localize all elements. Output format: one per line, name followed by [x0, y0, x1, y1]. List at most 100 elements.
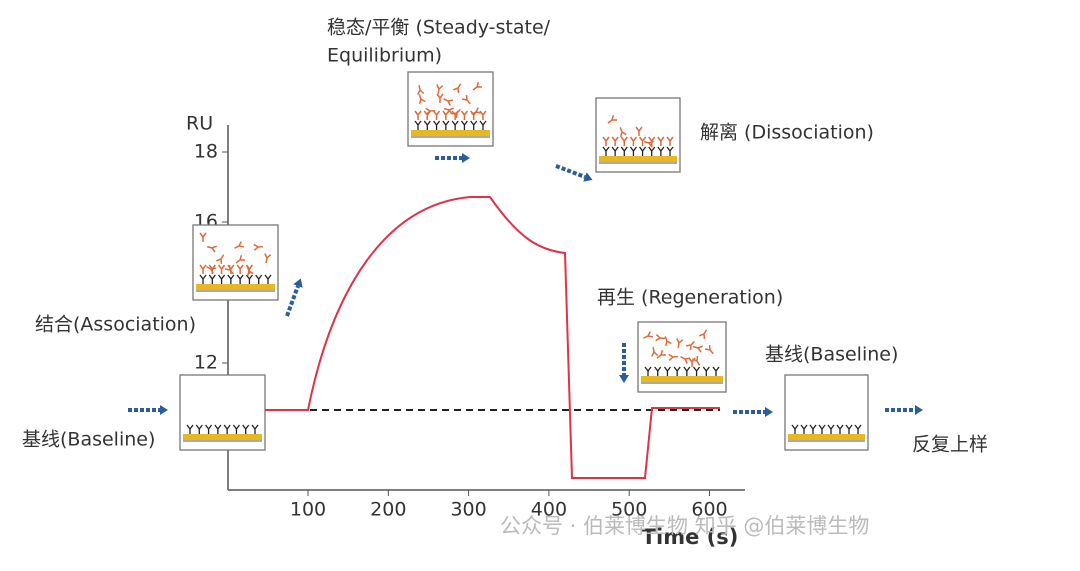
arrow-head [293, 278, 303, 288]
arrow [555, 164, 586, 179]
arrow-head [765, 407, 773, 417]
gold-layer [641, 376, 723, 382]
ligand [809, 424, 817, 434]
bound-analyte [602, 136, 610, 146]
free-analyte [676, 338, 684, 349]
dissociation-label: 解离 (Dissociation) [700, 122, 874, 144]
ligand [611, 146, 619, 156]
ligand [620, 146, 628, 156]
sensor-box [407, 71, 494, 147]
ligand [791, 424, 799, 434]
bound-analyte [629, 136, 638, 146]
gold-layer [411, 130, 490, 136]
x-tick-label: 100 [290, 499, 326, 521]
ligand [654, 366, 662, 376]
arrow-head [915, 405, 923, 415]
sensor-box [637, 321, 727, 393]
y-tick-label: 12 [194, 352, 218, 374]
gold-layer [196, 284, 275, 290]
ligand [186, 424, 194, 434]
ligand [442, 120, 450, 130]
free-analyte [418, 94, 426, 105]
free-analyte [471, 107, 482, 115]
arrow-head [160, 405, 168, 415]
bound-analyte [414, 110, 422, 120]
free-analyte [425, 107, 436, 115]
ligand [648, 146, 656, 156]
ligand [205, 424, 213, 434]
bound-analyte [611, 136, 619, 146]
watermark: 公众号 · 伯莱博生物 知乎 @伯莱博生物 [500, 514, 869, 538]
regeneration-label: 再生 (Regeneration) [597, 287, 783, 309]
free-analyte [643, 331, 654, 339]
x-tick-label: 500 [611, 499, 647, 521]
free-analyte [206, 266, 217, 274]
free-analyte [692, 355, 701, 366]
repeat-label: 反复上样 [912, 434, 988, 456]
free-analyte [668, 353, 679, 361]
steady-state-label: Equilibrium) [327, 45, 442, 67]
ligand [264, 274, 272, 284]
ligand [232, 424, 240, 434]
arrow-head [462, 153, 470, 163]
free-analyte [607, 114, 618, 124]
ligand [255, 274, 263, 284]
free-analyte [253, 243, 264, 251]
sensor-box [784, 374, 869, 451]
ligand [673, 366, 681, 376]
bound-analyte [666, 136, 674, 146]
baseline-label: 基线(Baseline) [22, 429, 155, 451]
ligand [712, 366, 720, 376]
sensor-box [595, 97, 681, 173]
free-analyte [443, 107, 454, 115]
x-axis-label: Time (s) [642, 525, 739, 549]
baseline-label: 基线(Baseline) [765, 344, 898, 366]
y-tick-label: 18 [194, 141, 218, 163]
free-analyte [246, 266, 254, 277]
ligand [451, 120, 459, 130]
ligand [639, 146, 647, 156]
gold-layer [183, 434, 262, 440]
ligand [223, 424, 231, 434]
x-tick-label: 200 [370, 499, 406, 521]
ligand [195, 424, 203, 434]
free-analyte [704, 344, 714, 355]
free-analyte [461, 94, 471, 105]
arrow-head [619, 375, 629, 383]
ligand [479, 120, 487, 130]
bound-analyte [199, 264, 207, 274]
free-analyte [199, 232, 207, 242]
ligand [800, 424, 808, 434]
bound-analyte [657, 136, 665, 146]
x-tick-label: 600 [691, 499, 727, 521]
free-analyte [619, 127, 627, 138]
free-analyte [651, 346, 659, 357]
ligand [602, 146, 610, 156]
ligand [854, 424, 862, 434]
ligand [236, 274, 244, 284]
ligand [629, 146, 637, 156]
free-analyte [655, 334, 666, 342]
ligand [470, 120, 478, 130]
ligand [827, 424, 835, 434]
free-analyte [453, 83, 462, 94]
gold-layer [788, 434, 865, 440]
gold-layer [599, 156, 677, 162]
free-analyte [692, 345, 703, 353]
sensorgram-curve [265, 196, 720, 479]
ligand [666, 146, 674, 156]
ligand [423, 120, 431, 130]
ligand [227, 274, 235, 284]
bound-analyte [620, 136, 628, 146]
free-analyte [235, 254, 246, 264]
free-analyte [234, 241, 245, 249]
free-analyte [264, 253, 272, 264]
free-analyte [664, 336, 672, 347]
free-analyte [685, 340, 695, 351]
free-analyte [216, 254, 225, 265]
ligand [845, 424, 853, 434]
bound-analyte [236, 264, 244, 274]
ligand [683, 366, 691, 376]
ligand [414, 120, 422, 130]
